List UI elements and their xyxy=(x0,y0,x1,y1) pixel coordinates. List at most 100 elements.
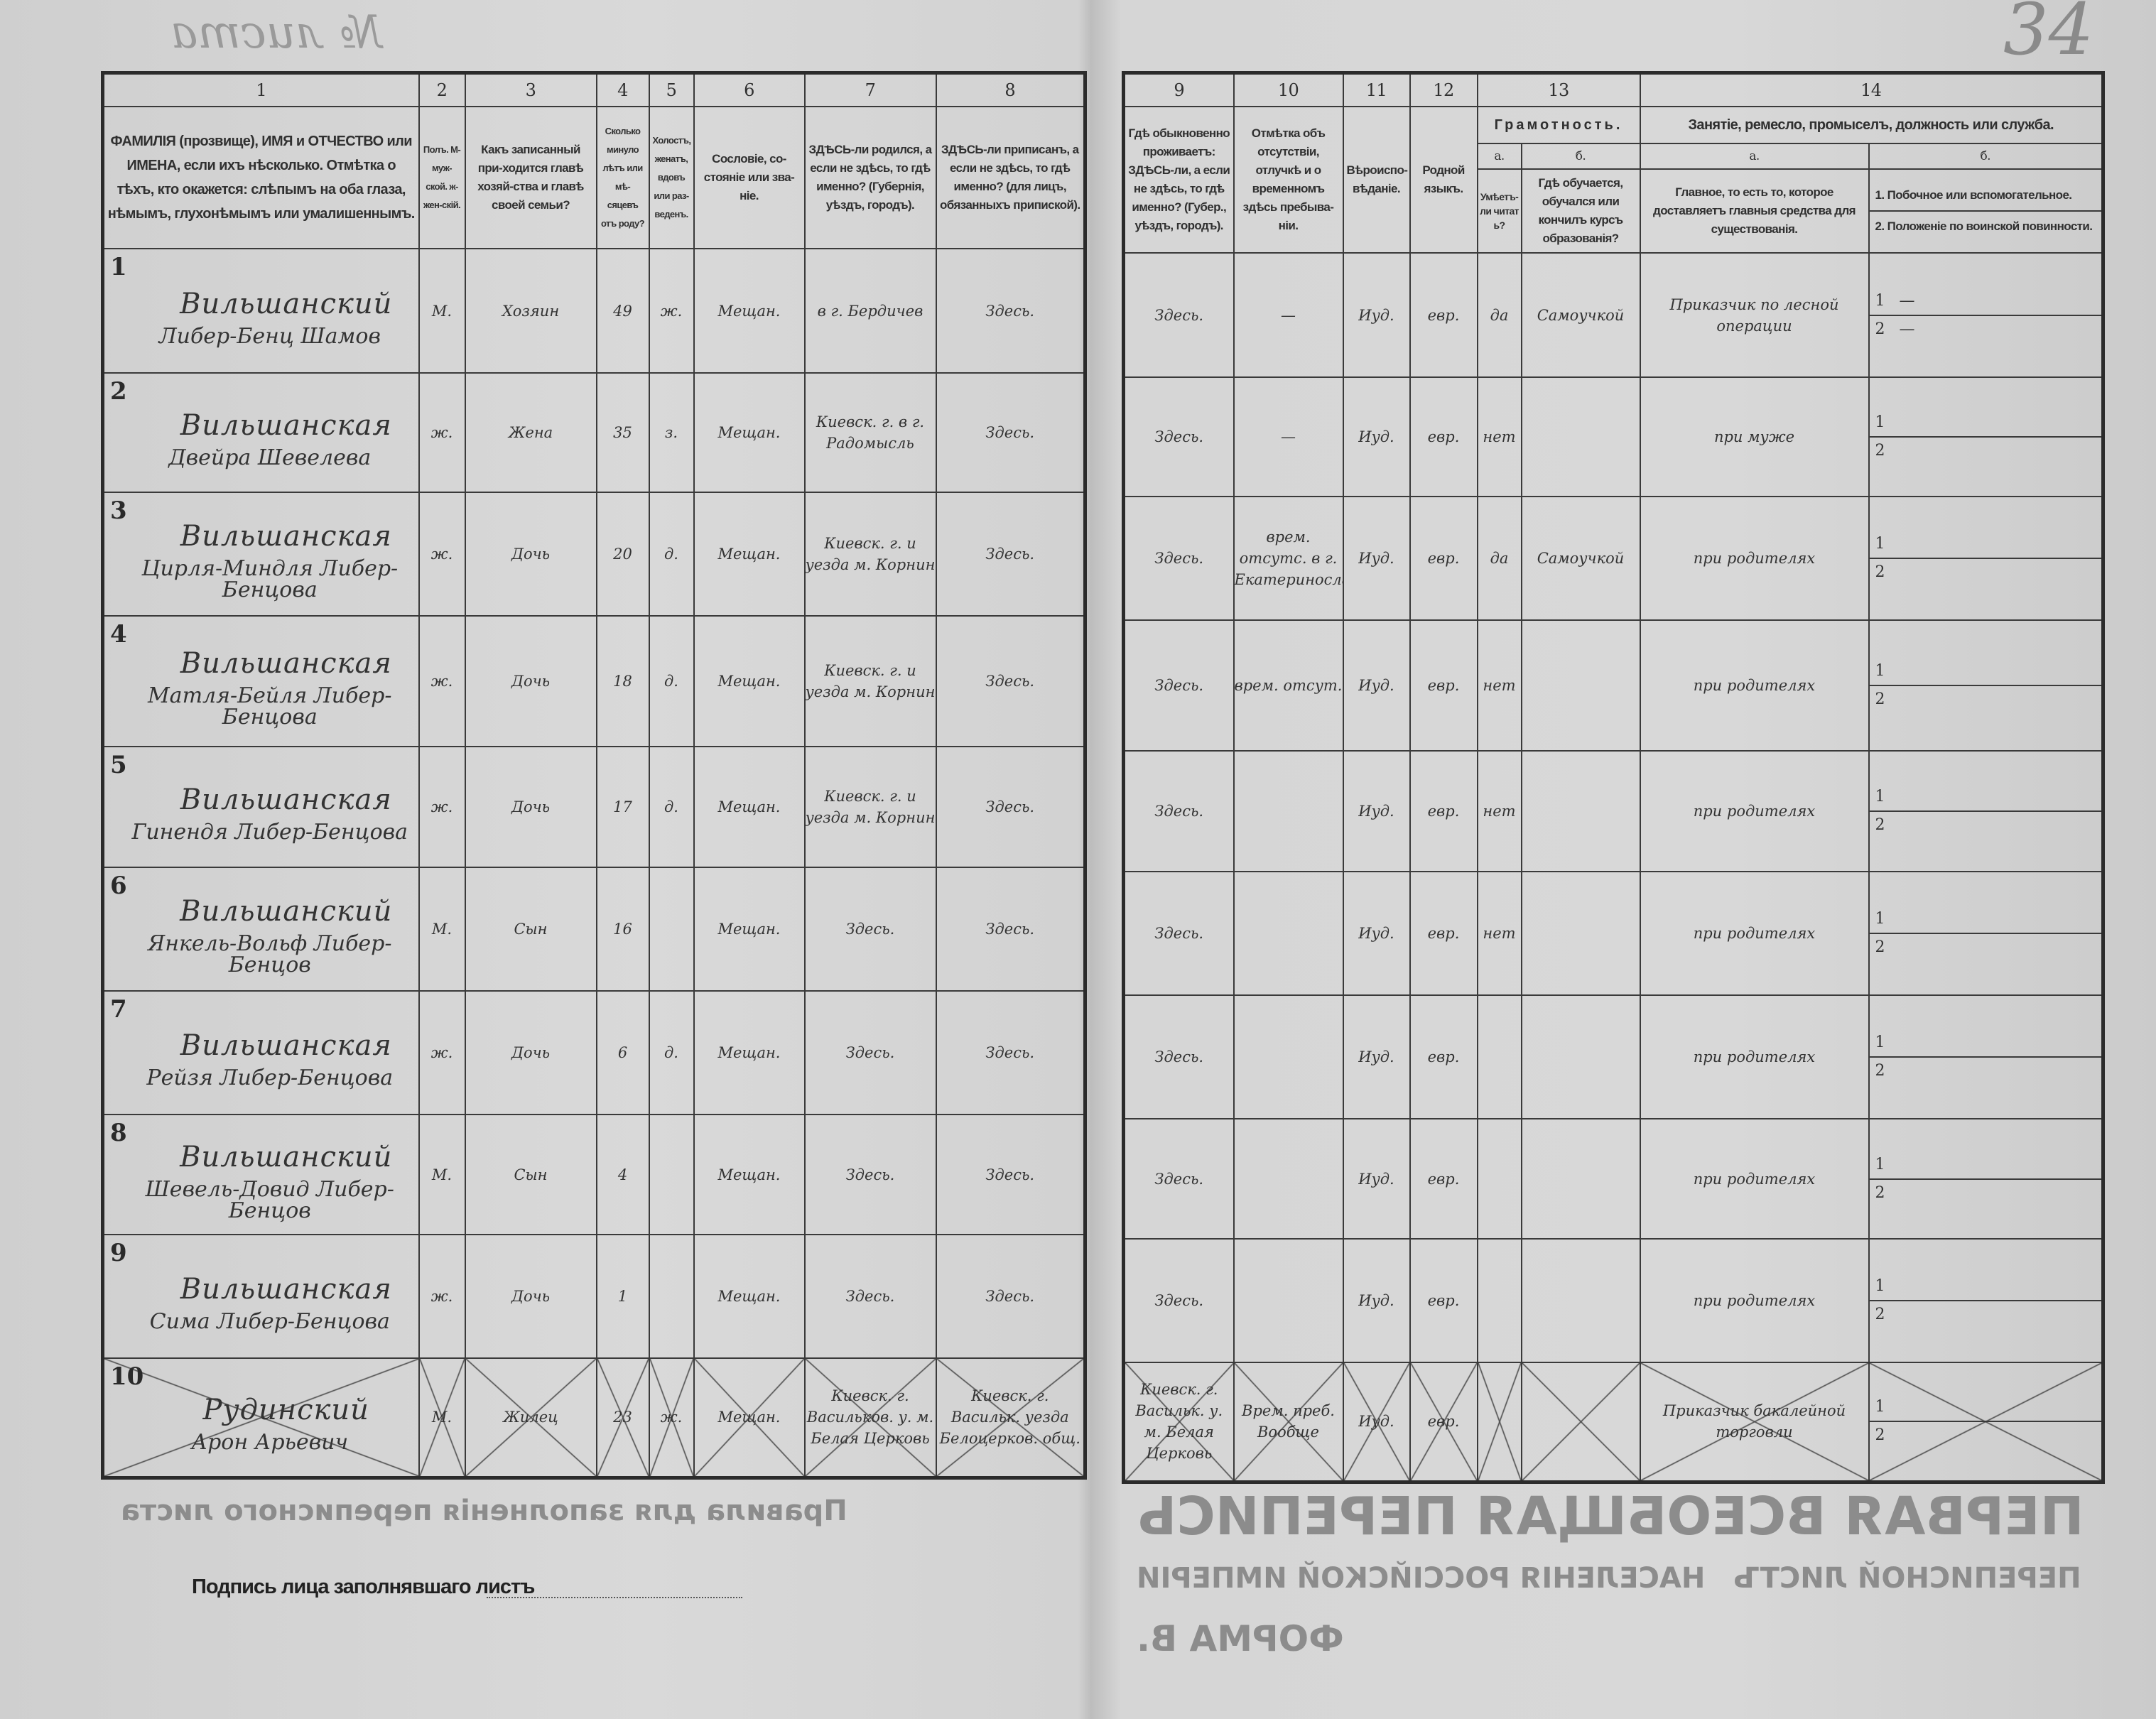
given-name-patronymic: Арон Арьевич xyxy=(191,1430,349,1455)
registered-value: Киевск. г. Васильк. уезда Белоцерков. об… xyxy=(939,1387,1080,1448)
literate-value: нет xyxy=(1483,428,1516,445)
registered-value: Здесь. xyxy=(985,1288,1035,1305)
col-7-header: ЗДѢСЬ-ли родился, а если не здѣсь, то гд… xyxy=(808,143,933,212)
col-14a-label: а. xyxy=(1639,143,1870,170)
relation-value: Жилец xyxy=(503,1409,558,1426)
side-occupation-value: — xyxy=(1899,291,1915,310)
sex-value: М. xyxy=(431,921,453,938)
language-value: евр. xyxy=(1427,1048,1460,1065)
col-12-header: Родной языкъ. xyxy=(1422,163,1465,195)
bleed-through-sheet-title: ПЕРЕПИСНОЙ ЛИСТЪ xyxy=(1733,1562,2081,1595)
born-value: в г. Бердичев xyxy=(817,302,923,320)
born-value: Киевск. г. в г. Радомысль xyxy=(816,413,925,452)
resides-value: Здесь. xyxy=(1154,550,1204,567)
col-8-header: ЗДѢСЬ-ли приписанъ, а если не здѣсь, то … xyxy=(940,143,1080,212)
language-value: евр. xyxy=(1427,550,1460,567)
registered-value: Здесь. xyxy=(985,1166,1035,1183)
sex-value: ж. xyxy=(430,1288,453,1305)
relation-value: Хозяин xyxy=(502,302,560,320)
registered-value: Здесь. xyxy=(985,546,1035,563)
registered-value: Здесь. xyxy=(985,302,1035,320)
estate-value: Мещан. xyxy=(717,921,781,938)
col-2-number: 2 xyxy=(418,72,466,107)
col-12-number: 12 xyxy=(1409,72,1478,107)
col-13b-header: Гдѣ обучается, обучался или кончилъ курс… xyxy=(1538,176,1623,245)
side-occupation-value xyxy=(1885,413,1900,431)
side-occupation-value xyxy=(1885,1277,1900,1295)
religion-value: Иуд. xyxy=(1358,306,1394,324)
resides-value: Здесь. xyxy=(1154,677,1204,694)
registered-value: Здесь. xyxy=(985,921,1035,938)
given-name-patronymic: Либер-Бенц Шамов xyxy=(158,323,381,349)
registered-value: Здесь. xyxy=(985,673,1035,690)
estate-value: Мещан. xyxy=(717,302,781,320)
person-row-right: Здесь. врем. отсутс. в г. Екатеринославе И… xyxy=(1122,496,2104,621)
row-number: 7 xyxy=(110,995,127,1024)
marital-value: з. xyxy=(664,424,678,441)
age-value: 16 xyxy=(613,921,632,938)
born-value: Киевск. г. Васильков. у. м. Белая Церков… xyxy=(806,1387,934,1448)
estate-value: Мещан. xyxy=(717,1409,781,1426)
surname: Вильшанская xyxy=(180,1273,392,1306)
person-row-right: Киевск. г. Васильк. у. м. Белая Церковь В… xyxy=(1122,1362,2104,1482)
schooling-value: Самоучкой xyxy=(1537,306,1625,324)
absence-value: врем. отсут. xyxy=(1234,677,1343,694)
age-value: 17 xyxy=(613,798,632,815)
religion-value: Иуд. xyxy=(1358,550,1394,567)
side-occupation-value xyxy=(1885,535,1900,553)
col-13-number: 13 xyxy=(1476,72,1641,107)
sex-value: ж. xyxy=(430,546,453,563)
estate-value: Мещан. xyxy=(717,1044,781,1061)
born-value: Киевск. г. и уезда м. Корнин xyxy=(805,788,936,826)
resides-value: Здесь. xyxy=(1154,1170,1204,1188)
col-8-number: 8 xyxy=(935,72,1086,107)
military-status-value xyxy=(1885,1062,1900,1080)
military-status-value xyxy=(1885,442,1900,460)
given-name-patronymic: Матля-Бейля Либер-Бенцова xyxy=(147,683,392,730)
bleed-through-title: ПЕРВАЯ ВСЕОБЩАЯ ПЕРЕПИСЬ xyxy=(1137,1486,2084,1547)
given-name-patronymic: Шевель-Довид Либер-Бенцов xyxy=(145,1176,394,1223)
col-14b-header-side: 1. Побочное или вспомогательное. xyxy=(1870,180,2101,212)
row-number: 9 xyxy=(110,1239,127,1267)
language-value: евр. xyxy=(1427,803,1460,820)
resides-value: Здесь. xyxy=(1154,428,1204,445)
relation-value: Сын xyxy=(514,1166,548,1183)
row-number: 5 xyxy=(110,751,127,779)
col-9-number: 9 xyxy=(1122,72,1235,107)
given-name-patronymic: Двейра Шевелева xyxy=(168,445,372,470)
person-row-right: Здесь. Иуд. евр. нет при родителях 1 2 xyxy=(1122,750,2104,872)
relation-value: Дочь xyxy=(511,1044,551,1061)
col-2-header: Полъ. М-муж-ской. ж-жен-скій. xyxy=(423,144,461,210)
col-1-header: ФАМИЛІЯ (прозвище), ИМЯ и ОТЧЕСТВО или И… xyxy=(107,134,416,222)
side-occupation-value xyxy=(1885,1034,1900,1051)
marital-value: ж. xyxy=(660,302,683,320)
sex-value: ж. xyxy=(430,673,453,690)
signature-line[interactable] xyxy=(487,1597,742,1598)
row-number: 2 xyxy=(110,377,127,406)
person-row-right: Здесь. — Иуд. евр. нет при муже 1 2 xyxy=(1122,376,2104,497)
resides-value: Здесь. xyxy=(1154,1048,1204,1065)
marital-value: д. xyxy=(664,1044,678,1061)
col-13a-header: Умѣетъ-ли читать? xyxy=(1480,191,1519,231)
col-13a-label: а. xyxy=(1476,143,1522,170)
side-occupation-value xyxy=(1885,1398,1900,1416)
military-status-value xyxy=(1885,938,1900,956)
surname: Вильшанский xyxy=(180,895,393,928)
born-value: Киевск. г. и уезда м. Корнин xyxy=(805,662,936,700)
row-number: 6 xyxy=(110,872,127,900)
occ-main-value: при муже xyxy=(1713,428,1795,445)
resides-value: Здесь. xyxy=(1154,925,1204,942)
occ-main-value: Приказчик бакалейной торговли xyxy=(1662,1402,1846,1441)
literate-value: нет xyxy=(1483,925,1516,942)
language-value: евр. xyxy=(1427,925,1460,942)
person-row-left: 10 Рудинский Арон Арьевич М. Жилец 23 ж. Мещан.… xyxy=(102,1357,1086,1478)
person-row-left: 6 Вильшанский Янкель-Вольф Либер-Бенцов М. С… xyxy=(102,867,1086,992)
religion-value: Иуд. xyxy=(1358,1413,1394,1431)
given-name-patronymic: Цирля-Миндля Либер-Бенцова xyxy=(141,556,399,602)
absence-value: Врем. преб. Вообще xyxy=(1242,1402,1335,1441)
occ-main-value: при родителях xyxy=(1693,1170,1816,1188)
bleed-through-sheet-number: № листа xyxy=(170,6,382,59)
religion-value: Иуд. xyxy=(1358,677,1394,694)
folio-number: 34 xyxy=(2003,0,2094,71)
schooling-value: Самоучкой xyxy=(1537,550,1625,567)
